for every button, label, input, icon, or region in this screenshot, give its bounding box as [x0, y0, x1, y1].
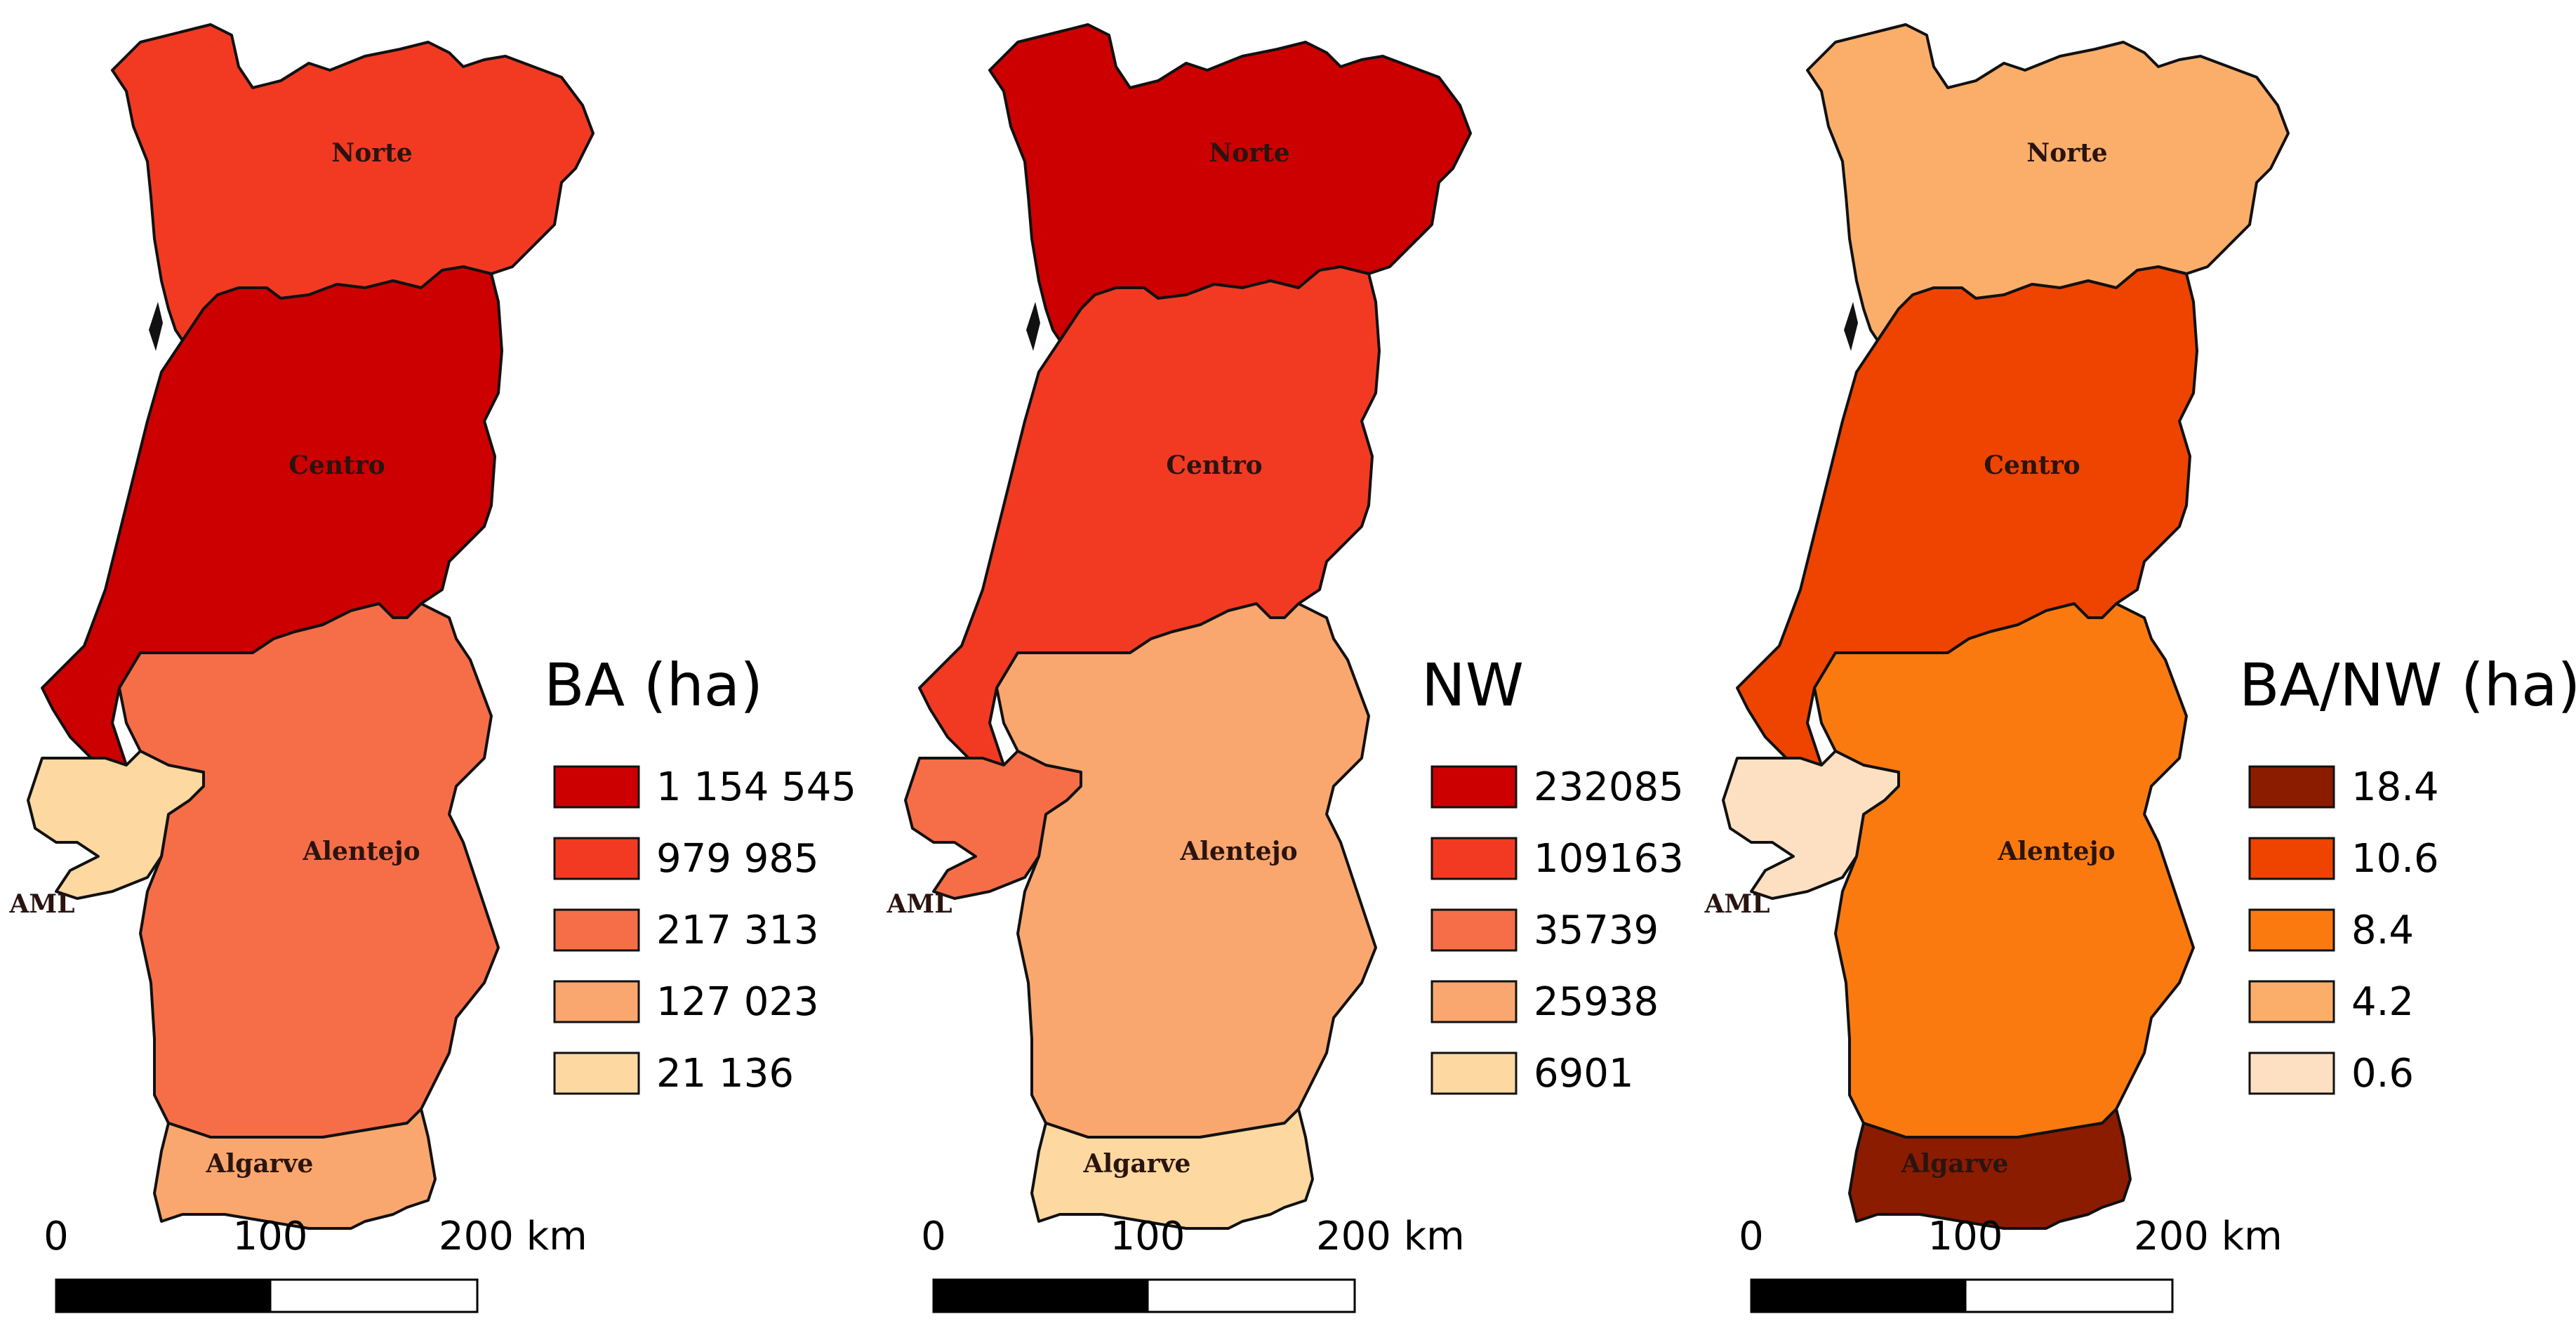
- region-label-norte: Norte: [2026, 138, 2107, 168]
- legend: BA/NW (ha) 18.4 10.6 8.4 4.2 0.6: [2239, 651, 2576, 1096]
- legend-item-label: 0.6: [2351, 1051, 2414, 1096]
- legend-item-label: 4.2: [2351, 979, 2414, 1025]
- legend-swatch: [1430, 980, 1518, 1023]
- legend-item-label: 35739: [1534, 908, 1659, 953]
- scale-tick-100: 100: [233, 1214, 308, 1259]
- region-label-algarve: Algarve: [1083, 1149, 1191, 1179]
- region-label-alentejo: Alentejo: [1997, 837, 2115, 866]
- scale-tick-100: 100: [1928, 1214, 2003, 1259]
- region-label-aml: AML: [886, 889, 952, 919]
- legend-item-label: 109163: [1534, 836, 1684, 882]
- legend-item-label: 127 023: [656, 979, 819, 1025]
- region-norte: [988, 23, 1472, 342]
- legend-title: BA/NW (ha): [2239, 651, 2576, 719]
- region-label-norte: Norte: [1209, 138, 1289, 168]
- scale-tick-200: 200 km: [2134, 1214, 2283, 1259]
- region-algarve: [1030, 1108, 1314, 1230]
- legend-item-label: 21 136: [656, 1051, 794, 1096]
- region-label-algarve: Algarve: [206, 1149, 314, 1179]
- scale-bar-white-segment: [269, 1278, 479, 1313]
- legend-swatch: [553, 765, 640, 809]
- legend-item-label: 1 154 545: [656, 764, 856, 810]
- region-label-centro: Centro: [288, 451, 385, 480]
- legend-swatch: [1430, 1052, 1518, 1095]
- scale-bar-white-segment: [1146, 1278, 1356, 1313]
- region-label-norte: Norte: [331, 138, 412, 168]
- legend-swatch: [1430, 765, 1518, 809]
- map-regions: [904, 23, 1472, 1230]
- scale-tick-0: 0: [44, 1214, 69, 1259]
- scale-bar: 0 100 200 km: [921, 1214, 1465, 1313]
- map-regions: [1722, 23, 2290, 1230]
- region-label-centro: Centro: [1166, 451, 1262, 480]
- scale-bar: 0 100 200 km: [1739, 1214, 2283, 1313]
- map-panel-1: Norte Centro Alentejo AML Algarve BA (ha) 1 15…: [8, 23, 856, 1313]
- region-label-centro: Centro: [1984, 451, 2080, 480]
- region-aml: [904, 750, 1082, 900]
- scale-tick-100: 100: [1110, 1214, 1186, 1259]
- legend-item-label: 25938: [1534, 979, 1659, 1025]
- region-alentejo: [995, 602, 1377, 1139]
- region-label-algarve: Algarve: [1901, 1149, 2009, 1179]
- legend-item-label: 18.4: [2351, 764, 2439, 810]
- region-label-aml: AML: [1704, 889, 1770, 919]
- region-label-alentejo: Alentejo: [1179, 837, 1297, 866]
- legend-swatch: [553, 908, 640, 952]
- scale-bar-white-segment: [1964, 1278, 2174, 1313]
- legend-swatch: [553, 1052, 640, 1095]
- region-algarve: [1848, 1108, 2132, 1230]
- scale-bar-black-segment: [55, 1278, 272, 1313]
- legend-item-label: 232085: [1534, 764, 1684, 810]
- region-aml: [1722, 750, 1900, 900]
- legend-swatch: [2248, 908, 2335, 952]
- legend-swatch: [1430, 837, 1518, 880]
- region-algarve: [153, 1108, 437, 1230]
- scale-bar-black-segment: [932, 1278, 1149, 1313]
- legend-swatch: [2248, 837, 2335, 880]
- legend-swatch: [553, 980, 640, 1023]
- legend-item-label: 10.6: [2351, 836, 2439, 882]
- map-regions: [27, 23, 595, 1230]
- scale-bar-black-segment: [1750, 1278, 1967, 1313]
- scale-tick-0: 0: [921, 1214, 946, 1259]
- region-norte: [1806, 23, 2290, 342]
- region-label-alentejo: Alentejo: [302, 837, 420, 866]
- legend-title: BA (ha): [544, 651, 763, 719]
- legend-swatch: [553, 837, 640, 880]
- aveiro-lagoon-detail: [1026, 302, 1040, 351]
- legend-item-label: 979 985: [656, 836, 819, 882]
- legend: BA (ha) 1 154 545 979 985 217 313 127 023 21 …: [544, 651, 856, 1096]
- legend-item-label: 6901: [1534, 1051, 1634, 1096]
- legend-swatch: [2248, 1052, 2335, 1095]
- scale-tick-200: 200 km: [439, 1214, 587, 1259]
- region-label-aml: AML: [8, 889, 74, 919]
- region-norte: [111, 23, 595, 342]
- legend-item-label: 217 313: [656, 908, 819, 953]
- aveiro-lagoon-detail: [149, 302, 163, 351]
- legend-swatch: [1430, 908, 1518, 952]
- region-alentejo: [118, 602, 500, 1139]
- legend-item-label: 8.4: [2351, 908, 2414, 953]
- map-panel-3: Norte Centro Alentejo AML Algarve BA/NW (ha) 1…: [1704, 23, 2576, 1313]
- legend-swatch: [2248, 765, 2335, 809]
- region-aml: [27, 750, 205, 900]
- scale-tick-200: 200 km: [1316, 1214, 1465, 1259]
- region-alentejo: [1813, 602, 2195, 1139]
- scale-bar: 0 100 200 km: [44, 1214, 587, 1313]
- aveiro-lagoon-detail: [1844, 302, 1858, 351]
- legend-title: NW: [1421, 651, 1524, 719]
- scale-tick-0: 0: [1739, 1214, 1764, 1259]
- legend-swatch: [2248, 980, 2335, 1023]
